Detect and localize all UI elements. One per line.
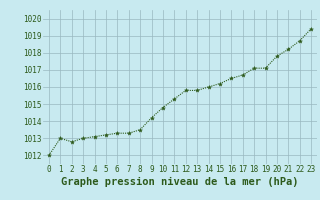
X-axis label: Graphe pression niveau de la mer (hPa): Graphe pression niveau de la mer (hPa) xyxy=(61,177,299,187)
